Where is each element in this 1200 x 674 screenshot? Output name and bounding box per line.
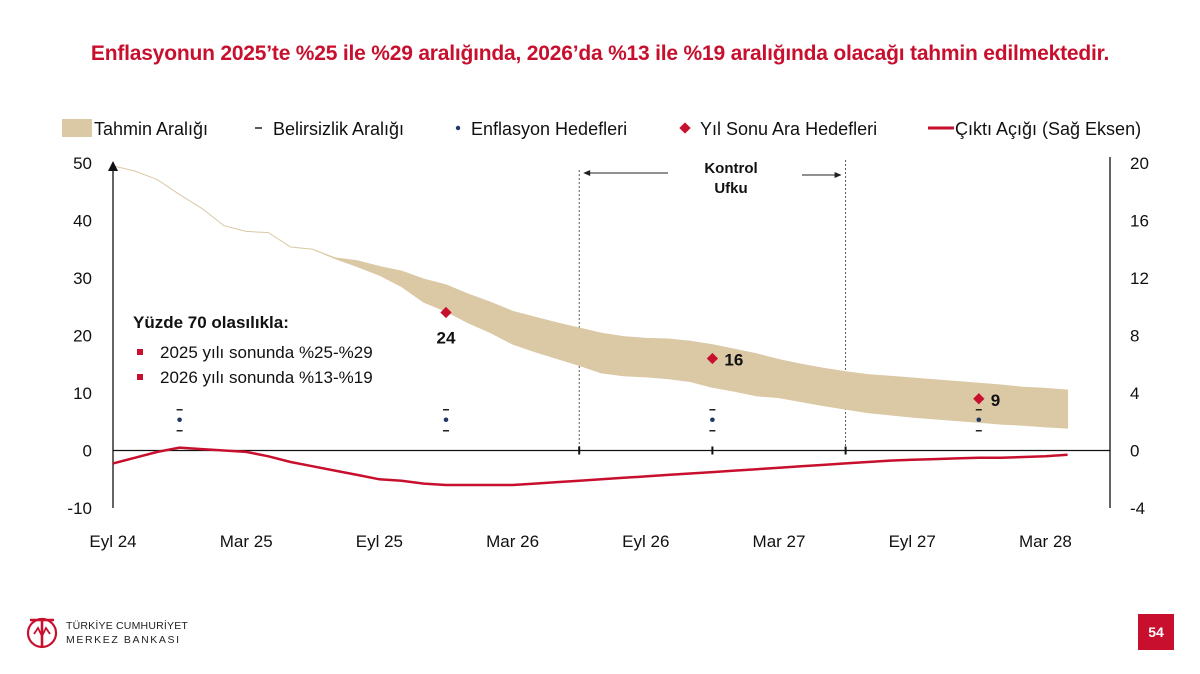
page-number: 54: [1138, 614, 1174, 650]
legend-label-gap: Çıktı Açığı (Sağ Eksen): [955, 119, 1141, 139]
output-gap-line: [112, 446, 1068, 487]
interim-target-point: [706, 352, 719, 365]
annotation-item: 2025 yılı sonunda %25-%29: [160, 343, 373, 362]
x-tick-label: Eyl 26: [622, 532, 669, 551]
x-tick-label: Eyl 24: [89, 532, 136, 551]
control-horizon-arrowhead-right: [834, 172, 842, 178]
interim-target-point: [440, 306, 452, 319]
y-left-tick-label: 20: [73, 327, 92, 346]
interim-target-point: [973, 393, 985, 405]
cbrt-logo: TÜRKİYE CUMHURİYET MERKEZ BANKASI: [24, 612, 214, 652]
y-right-tick-label: 4: [1130, 384, 1139, 403]
y-left-tick-label: 30: [73, 269, 92, 288]
control-horizon-label-1: Kontrol: [704, 160, 757, 177]
legend-swatch-target: [455, 125, 461, 131]
forecast-band: [112, 165, 1069, 429]
control-horizon-arrowhead-left: [583, 170, 591, 176]
page-title: Enflasyonun 2025’te %25 ile %29 aralığın…: [90, 42, 1110, 65]
inflation-forecast-chart: Tahmin Aralığı Belirsizlik Aralığı Enflasy…: [62, 119, 1149, 551]
y-right-tick-label: 12: [1130, 269, 1149, 288]
y-left-tick-label: -10: [67, 499, 92, 518]
inflation-target-point: [976, 417, 982, 423]
y-right-tick-label: -4: [1130, 499, 1145, 518]
y-left-tick-label: 10: [73, 384, 92, 403]
logo-line-1: TÜRKİYE CUMHURİYET: [66, 620, 189, 632]
y-right-tick-label: 20: [1130, 154, 1149, 173]
legend-swatch-band: [62, 119, 92, 137]
logo-line-2: MERKEZ BANKASI: [66, 634, 181, 646]
x-tick-label: Eyl 25: [356, 532, 403, 551]
legend-label-band: Tahmin Aralığı: [94, 119, 208, 139]
legend-swatch-interim: [679, 122, 691, 134]
x-tick-label: Mar 25: [220, 532, 273, 551]
x-tick-label: Mar 27: [753, 532, 806, 551]
y-axis-left-arrow: [108, 161, 118, 171]
control-horizon-label-2: Ufku: [714, 180, 747, 197]
annotation-item: 2026 yılı sonunda %13-%19: [160, 368, 373, 387]
annotation-bullet: [137, 349, 143, 355]
legend-label-interim: Yıl Sonu Ara Hedefleri: [700, 119, 877, 139]
y-right-tick-label: 0: [1130, 442, 1139, 461]
annotation-bullet: [137, 374, 143, 380]
x-tick-label: Eyl 27: [889, 532, 936, 551]
legend-label-target: Enflasyon Hedefleri: [471, 119, 627, 139]
cbrt-emblem-icon: [26, 617, 58, 649]
inflation-target-point: [710, 417, 715, 423]
inflation-target-point: [443, 417, 449, 423]
legend-label-uncert: Belirsizlik Aralığı: [273, 119, 404, 139]
y-right-tick-label: 16: [1130, 212, 1149, 231]
interim-target-label: 24: [437, 329, 456, 348]
x-tick-label: Mar 28: [1019, 532, 1072, 551]
y-right-tick-label: 8: [1130, 327, 1139, 346]
annotation-heading: Yüzde 70 olasılıkla:: [133, 313, 289, 332]
inflation-target-point: [177, 417, 182, 423]
x-tick-label: Mar 26: [486, 532, 539, 551]
interim-target-label: 16: [724, 351, 743, 370]
y-left-tick-label: 50: [73, 154, 92, 173]
y-left-tick-label: 0: [83, 442, 92, 461]
y-left-tick-label: 40: [73, 212, 92, 231]
interim-target-label: 9: [991, 391, 1000, 410]
